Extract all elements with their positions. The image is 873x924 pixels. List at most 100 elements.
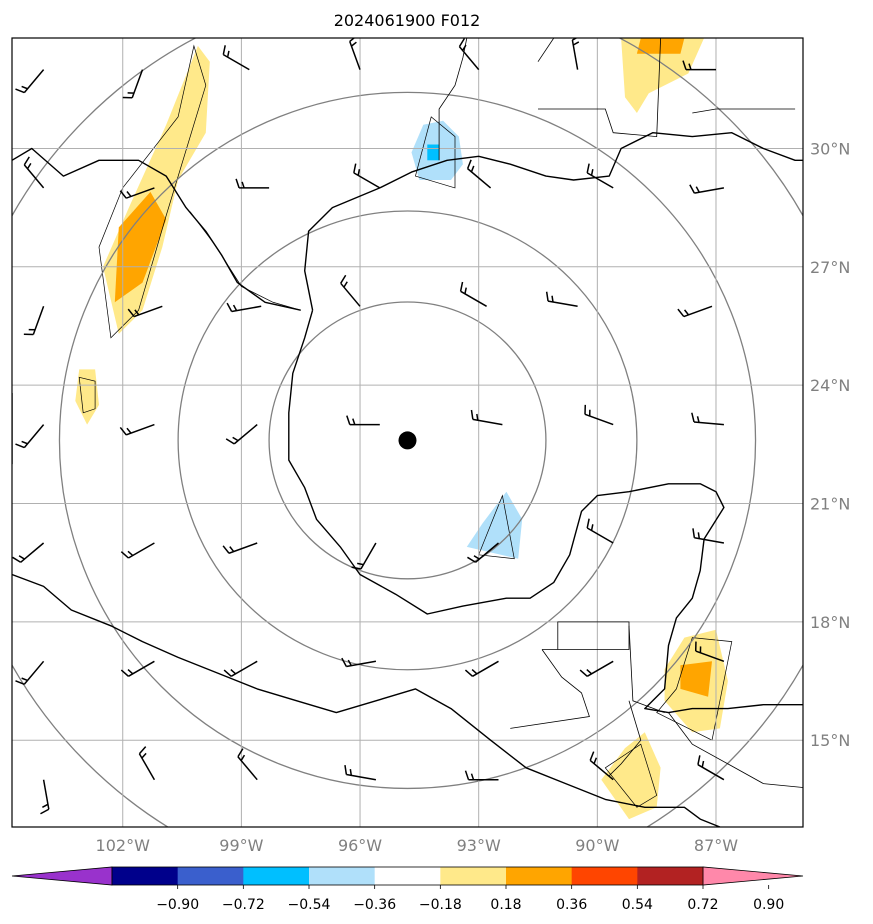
wind-barb	[225, 424, 258, 445]
wind-barb	[237, 748, 258, 781]
shaded-region-1	[114, 191, 167, 303]
wind-barb	[226, 302, 262, 313]
border-8	[538, 38, 661, 138]
colorbar-segment	[506, 867, 573, 885]
wind-barb	[223, 660, 258, 677]
wind-barb	[222, 45, 250, 71]
wind-barb	[15, 69, 45, 94]
shaded-region-10	[601, 732, 661, 820]
colorbar-outline	[111, 866, 704, 886]
lon-tick-label: 102°W	[96, 836, 151, 855]
wind-barb	[584, 404, 614, 426]
wind-barb	[466, 159, 492, 189]
coastline-3	[12, 573, 721, 827]
wind-barb	[340, 274, 361, 307]
country-state-borders	[12, 38, 803, 788]
wind-barb	[119, 423, 155, 436]
lon-tick-label: 90°W	[575, 836, 619, 855]
range-ring-2	[58, 91, 757, 790]
colorbar-high-extend	[702, 866, 804, 886]
shaded-region-7	[466, 491, 523, 559]
wind-barb	[467, 542, 499, 563]
colorbar-segment	[571, 867, 638, 885]
colorbar-tick-label: 0.54	[622, 897, 653, 913]
colorbar-tick-label: 0.72	[687, 897, 718, 913]
wind-barbs	[12, 38, 725, 815]
wind-barb	[122, 69, 144, 99]
wind-barb	[689, 184, 725, 194]
wind-barb	[235, 178, 270, 189]
border-6	[668, 712, 803, 788]
colorbar-tick-label: −0.18	[419, 897, 462, 913]
graticule	[12, 38, 803, 827]
contour-line-0	[98, 44, 207, 339]
colorbar-low-extend	[11, 866, 113, 886]
contour-lines	[78, 44, 733, 808]
lat-tick-label: 18°N	[810, 613, 850, 632]
wind-barb	[127, 305, 163, 318]
contour-line-5	[478, 494, 515, 560]
colorbar-tick-label: −0.72	[222, 897, 265, 913]
lat-tick-label: 27°N	[810, 258, 850, 277]
wind-barb	[692, 528, 725, 544]
wind-barb	[353, 163, 381, 189]
colorbar-tick-label: 0.18	[490, 897, 521, 913]
border-2	[542, 621, 630, 650]
lat-tick-label: 21°N	[810, 495, 850, 514]
contour-line-4	[414, 116, 456, 189]
shaded-region-2	[75, 369, 99, 425]
colorbar-segment	[637, 867, 704, 885]
wind-barb	[15, 424, 45, 449]
wind-barb	[40, 779, 50, 815]
range-ring-1	[177, 210, 638, 671]
coastline-0	[12, 147, 301, 311]
lon-tick-label: 99°W	[219, 836, 263, 855]
wind-barb	[12, 542, 45, 563]
colorbar-tick-label: 0.90	[753, 897, 784, 913]
coastline-1	[288, 310, 803, 714]
lon-tick-label: 93°W	[457, 836, 501, 855]
contour-line-2	[656, 637, 733, 741]
contour-line-1	[78, 376, 96, 414]
coastline-2	[304, 131, 803, 311]
shaded-region-6	[427, 144, 440, 161]
border-7	[438, 38, 468, 161]
map-frame	[11, 37, 804, 828]
shaded-region-3	[621, 38, 705, 113]
range-rings	[12, 38, 803, 827]
wind-barb	[586, 518, 614, 544]
wind-barb	[222, 542, 258, 554]
wind-barb	[571, 38, 582, 70]
wind-barb	[120, 660, 155, 677]
lat-tick-label: 24°N	[810, 376, 850, 395]
contour-line-3	[604, 743, 658, 808]
colorbar-segment	[309, 867, 376, 885]
border-10	[537, 38, 555, 62]
coastlines	[12, 131, 803, 827]
colorbar-tick-label: 0.36	[556, 897, 587, 913]
wind-barb	[459, 281, 487, 307]
border-4	[628, 625, 665, 713]
wind-barb	[682, 60, 716, 71]
wind-barb	[589, 751, 614, 781]
colorbar-segment	[374, 867, 441, 885]
wind-barb	[586, 163, 614, 189]
wind-barb	[545, 291, 578, 308]
wind-barb	[470, 409, 503, 426]
wind-barb	[23, 306, 45, 336]
wind-barb	[344, 764, 377, 781]
wind-barb	[120, 542, 155, 559]
wind-barb	[15, 660, 45, 685]
latitude-labels: 30°N 27°N 24°N 21°N 18°N 15°N	[810, 139, 850, 750]
colorbar	[11, 866, 804, 889]
colorbar-segment	[243, 867, 310, 885]
longitude-labels: 102°W 99°W 96°W 93°W 90°W 87°W	[96, 836, 739, 855]
border-9	[692, 108, 796, 114]
wind-barb	[464, 660, 499, 677]
wind-barb	[138, 746, 156, 781]
wind-barb	[341, 657, 377, 668]
wind-barb	[697, 755, 725, 781]
wind-barb	[579, 660, 614, 677]
wind-barb	[119, 187, 155, 199]
